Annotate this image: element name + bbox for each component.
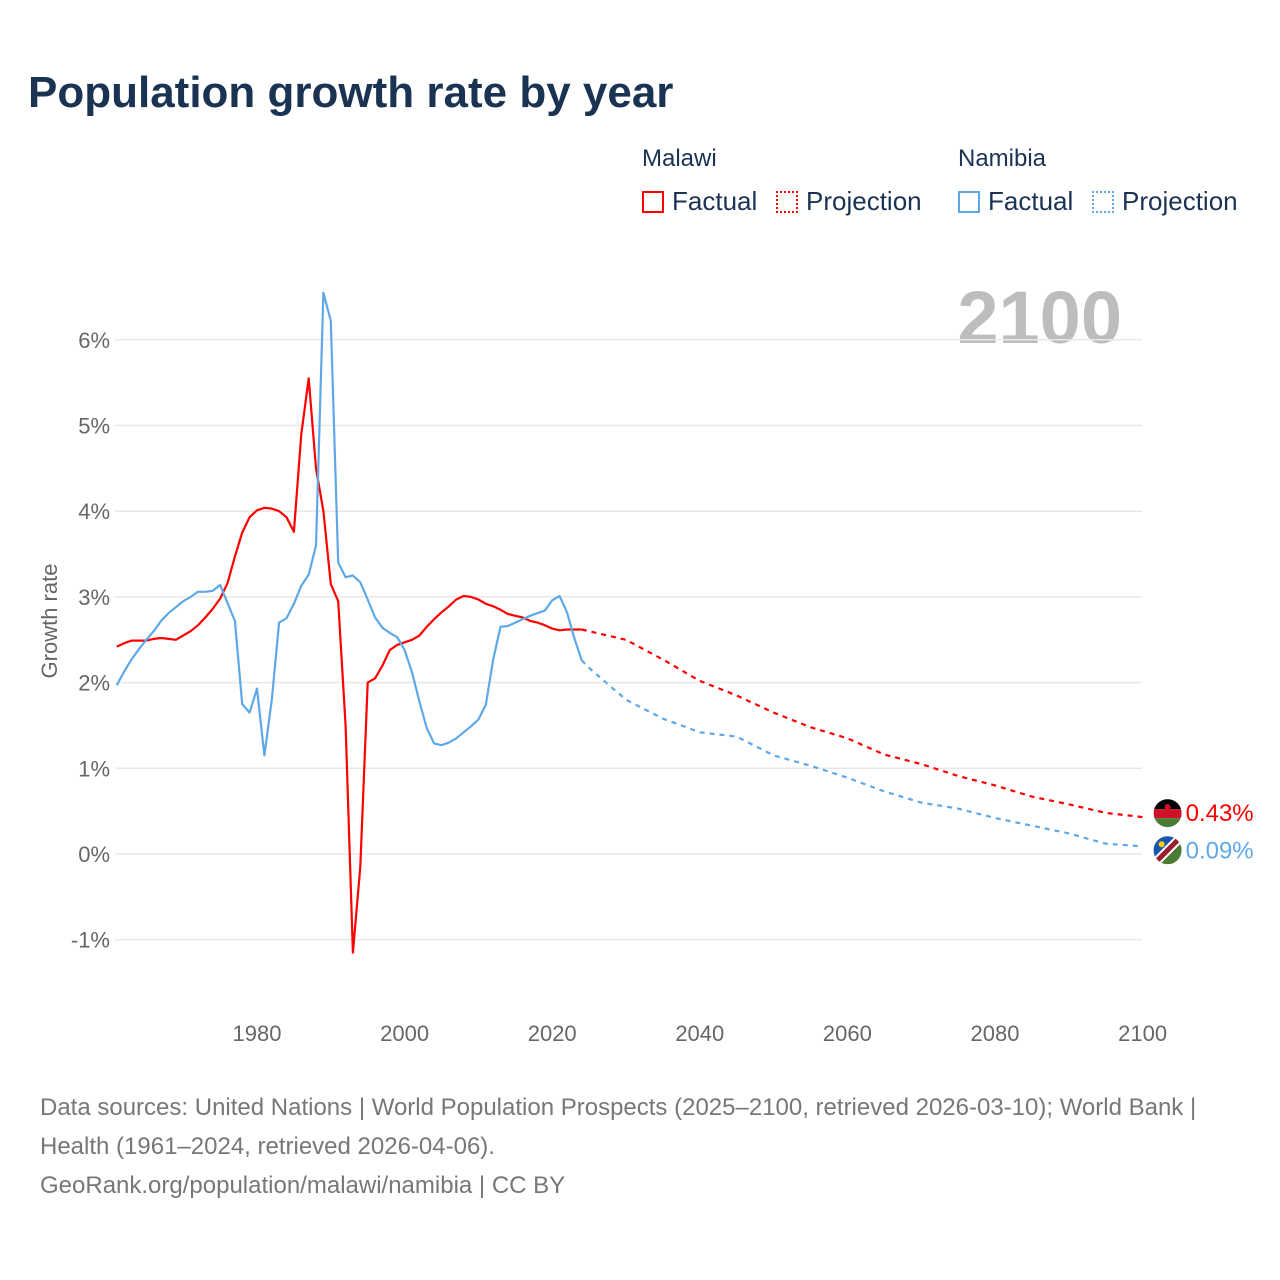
y-tick-label: 6%: [78, 328, 110, 353]
legend-label: Factual: [672, 186, 758, 216]
legend-namibia-projection[interactable]: Projection: [1092, 186, 1238, 217]
current-year-label: 2100: [957, 276, 1122, 359]
legend-malawi-factual[interactable]: Factual: [642, 186, 757, 217]
flag-malawi-icon: [1153, 799, 1182, 828]
y-tick-label: 3%: [78, 585, 110, 610]
legend-label: Factual: [988, 186, 1074, 216]
x-tick-label: 2100: [1118, 1021, 1167, 1046]
legend-country-namibia: Namibia: [958, 145, 1047, 172]
data-sources: Data sources: United Nations | World Pop…: [40, 1094, 1197, 1160]
flag-namibia-icon: [1153, 836, 1182, 865]
flag-stripe: [1153, 818, 1182, 828]
flag-stripe: [1153, 809, 1182, 819]
x-tick-label: 2020: [528, 1021, 577, 1046]
legend-label: Projection: [1122, 186, 1238, 216]
legend-swatch-solid: [642, 190, 664, 213]
x-tick-label: 2060: [823, 1021, 872, 1046]
y-tick-label: 0%: [78, 842, 110, 867]
legend-swatch-dotted: [1092, 190, 1114, 213]
y-tick-label: 2%: [78, 671, 110, 696]
y-tick-label: 5%: [78, 414, 110, 439]
end-label-malawi: 0.43%: [1186, 800, 1254, 827]
chart-title: Population growth rate by year: [28, 68, 674, 117]
y-tick-label: 1%: [78, 756, 110, 781]
legend-label: Projection: [806, 186, 922, 216]
line-namibia-factual: [115, 291, 583, 757]
legend-swatch-dotted: [776, 190, 798, 213]
x-tick-label: 1980: [233, 1021, 282, 1046]
y-tick-label: 4%: [78, 499, 110, 524]
legend-namibia-factual[interactable]: Factual: [958, 186, 1073, 217]
y-tick-label: -1%: [71, 928, 110, 953]
flag-body: [1153, 799, 1182, 828]
flag-body: [1153, 836, 1182, 865]
flag-sun: [1164, 804, 1171, 811]
x-tick-label: 2000: [380, 1021, 429, 1046]
legend-swatch-solid: [958, 190, 980, 213]
line-namibia-projection: [580, 659, 1143, 848]
legend-country-malawi: Malawi: [642, 145, 717, 172]
flag-sun: [1158, 841, 1165, 848]
x-tick-label: 2080: [971, 1021, 1020, 1046]
credit-link[interactable]: GeoRank.org/population/malawi/namibia | …: [40, 1172, 566, 1199]
footer: Data sources: United Nations | World Pop…: [40, 1088, 1240, 1205]
x-tick-label: 2040: [675, 1021, 724, 1046]
end-label-namibia: 0.09%: [1186, 837, 1254, 864]
line-malawi-factual: [116, 377, 582, 954]
legend-malawi-projection[interactable]: Projection: [776, 186, 922, 217]
line-malawi-projection: [581, 628, 1143, 819]
